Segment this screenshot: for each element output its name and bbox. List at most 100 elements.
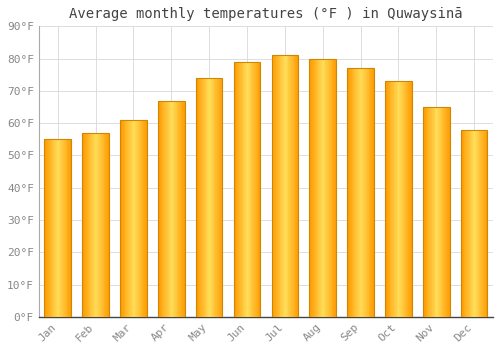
- Bar: [409, 81, 410, 317]
- Bar: [91, 133, 92, 317]
- Bar: [473, 130, 474, 317]
- Bar: [326, 58, 327, 317]
- Bar: [164, 100, 165, 317]
- Bar: [55, 139, 56, 317]
- Bar: [322, 58, 324, 317]
- Bar: [370, 68, 371, 317]
- Bar: [464, 130, 466, 317]
- Bar: [234, 62, 260, 317]
- Bar: [388, 81, 390, 317]
- Bar: [183, 100, 184, 317]
- Bar: [284, 55, 285, 317]
- Bar: [393, 81, 394, 317]
- Bar: [85, 133, 86, 317]
- Bar: [438, 107, 439, 317]
- Bar: [198, 78, 200, 317]
- Bar: [276, 55, 277, 317]
- Bar: [434, 107, 436, 317]
- Bar: [158, 100, 184, 317]
- Bar: [132, 120, 134, 317]
- Bar: [481, 130, 482, 317]
- Bar: [181, 100, 182, 317]
- Bar: [431, 107, 432, 317]
- Bar: [351, 68, 352, 317]
- Bar: [313, 58, 314, 317]
- Bar: [120, 120, 121, 317]
- Bar: [58, 139, 59, 317]
- Bar: [135, 120, 136, 317]
- Bar: [258, 62, 260, 317]
- Bar: [467, 130, 468, 317]
- Bar: [275, 55, 276, 317]
- Bar: [137, 120, 138, 317]
- Bar: [197, 78, 198, 317]
- Bar: [242, 62, 244, 317]
- Bar: [288, 55, 290, 317]
- Bar: [208, 78, 209, 317]
- Bar: [469, 130, 470, 317]
- Bar: [99, 133, 100, 317]
- Bar: [483, 130, 484, 317]
- Bar: [291, 55, 292, 317]
- Bar: [466, 130, 467, 317]
- Bar: [128, 120, 129, 317]
- Bar: [363, 68, 364, 317]
- Bar: [182, 100, 183, 317]
- Bar: [175, 100, 176, 317]
- Bar: [209, 78, 210, 317]
- Bar: [84, 133, 85, 317]
- Bar: [92, 133, 93, 317]
- Bar: [329, 58, 330, 317]
- Bar: [395, 81, 396, 317]
- Bar: [315, 58, 316, 317]
- Bar: [47, 139, 48, 317]
- Bar: [94, 133, 96, 317]
- Bar: [392, 81, 393, 317]
- Bar: [65, 139, 66, 317]
- Bar: [348, 68, 349, 317]
- Bar: [400, 81, 401, 317]
- Bar: [430, 107, 431, 317]
- Bar: [168, 100, 170, 317]
- Bar: [172, 100, 173, 317]
- Bar: [282, 55, 283, 317]
- Bar: [328, 58, 329, 317]
- Bar: [100, 133, 101, 317]
- Bar: [411, 81, 412, 317]
- Bar: [423, 107, 450, 317]
- Bar: [64, 139, 65, 317]
- Bar: [129, 120, 130, 317]
- Bar: [82, 133, 109, 317]
- Bar: [394, 81, 395, 317]
- Bar: [93, 133, 94, 317]
- Bar: [316, 58, 318, 317]
- Bar: [255, 62, 256, 317]
- Bar: [106, 133, 107, 317]
- Bar: [410, 81, 411, 317]
- Bar: [312, 58, 313, 317]
- Bar: [56, 139, 57, 317]
- Bar: [179, 100, 180, 317]
- Bar: [461, 130, 487, 317]
- Bar: [386, 81, 387, 317]
- Bar: [206, 78, 208, 317]
- Bar: [170, 100, 172, 317]
- Bar: [248, 62, 249, 317]
- Bar: [423, 107, 424, 317]
- Bar: [102, 133, 104, 317]
- Bar: [54, 139, 55, 317]
- Bar: [90, 133, 91, 317]
- Bar: [294, 55, 296, 317]
- Bar: [218, 78, 219, 317]
- Bar: [468, 130, 469, 317]
- Bar: [472, 130, 473, 317]
- Bar: [165, 100, 166, 317]
- Bar: [368, 68, 370, 317]
- Bar: [321, 58, 322, 317]
- Bar: [254, 62, 255, 317]
- Bar: [334, 58, 335, 317]
- Bar: [246, 62, 247, 317]
- Bar: [217, 78, 218, 317]
- Bar: [239, 62, 240, 317]
- Bar: [250, 62, 252, 317]
